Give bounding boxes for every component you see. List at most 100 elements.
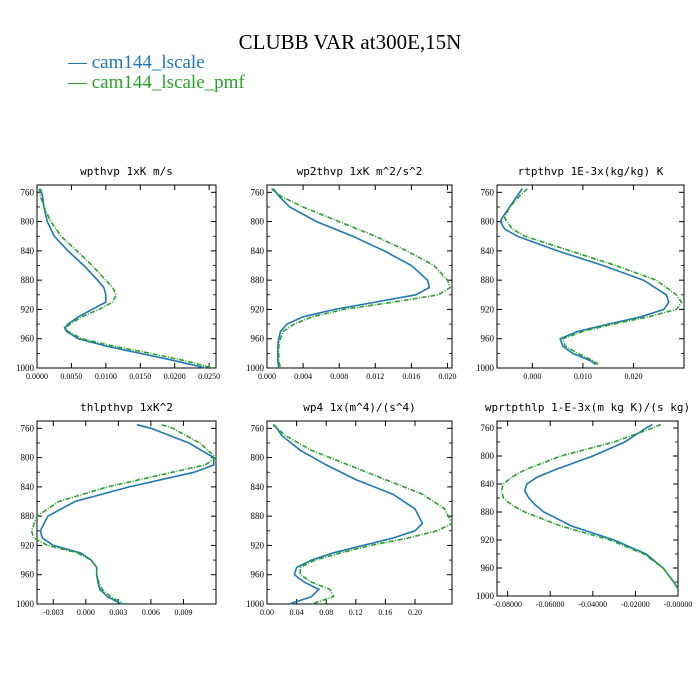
y-tick-label: 1000	[16, 599, 35, 609]
plot-frame	[36, 420, 217, 605]
series-line-1	[499, 188, 670, 365]
x-tick-label: 0.004	[294, 372, 312, 381]
chart-panel-6: wprtpthlp 1-E-3x(m kg K)/(s kg) 760 800 840…	[476, 401, 692, 609]
series-line-2	[503, 188, 683, 365]
y-tick-label: 760	[481, 187, 495, 197]
y-tick-label: 1000	[246, 363, 265, 373]
chart-panel-1: wpthvp 1xK m/s76080084088092096010000.00…	[16, 165, 220, 381]
series-line-2	[272, 424, 454, 605]
y-tick-label: 760	[481, 423, 495, 433]
x-tick-label: 0.12	[349, 608, 363, 617]
y-tick-label: 1000	[476, 591, 495, 601]
y-tick-label: 920	[251, 304, 265, 314]
y-tick-label: 800	[481, 217, 495, 227]
y-tick-label: 760	[251, 187, 265, 197]
x-tick-label: 0.0200	[164, 372, 186, 381]
y-tick-label: 880	[251, 275, 265, 285]
y-tick-label: 960	[481, 334, 495, 344]
x-tick-label: 0.009	[174, 608, 192, 617]
page-title: CLUBB VAR at300E,15N	[238, 30, 462, 54]
x-tick-label: 0.008	[330, 372, 348, 381]
x-tick-label: 0.000	[258, 372, 276, 381]
x-tick-label: 0.003	[109, 608, 127, 617]
x-tick-label: 0.006	[142, 608, 160, 617]
y-tick-label: 960	[251, 570, 265, 580]
chart-panel-4: thlpthvp 1xK^2 760 800 840 880 920 960 1000 -0.0…	[16, 401, 218, 617]
y-tick-label: 840	[481, 479, 495, 489]
y-tick-label: 1000	[476, 363, 495, 373]
y-tick-label: 840	[21, 246, 35, 256]
chart-panel-3: rtpthvp 1E-3x(kg/kg) K 760 800 840 880 920 960…	[476, 165, 685, 381]
y-tick-label: 880	[481, 507, 495, 517]
series-line-1	[523, 423, 679, 590]
chart-title: thlpthvp 1xK^2	[80, 401, 173, 414]
series-line-1	[272, 188, 431, 369]
x-tick-label: 0.04	[290, 608, 304, 617]
y-tick-label: 920	[21, 304, 35, 314]
y-tick-label: 760	[21, 423, 35, 433]
x-tick-label: 0.020	[438, 372, 456, 381]
plot-frame	[496, 420, 679, 597]
x-tick-label: 0.0050	[60, 372, 82, 381]
y-tick-label: 800	[21, 453, 35, 463]
y-tick-label: 880	[21, 511, 35, 521]
series-line-1	[273, 424, 424, 605]
y-tick-label: 880	[21, 275, 35, 285]
y-tick-label: 760	[21, 187, 35, 197]
y-tick-label: 800	[21, 217, 35, 227]
y-tick-label: 920	[251, 540, 265, 550]
y-tick-label: 800	[251, 453, 265, 463]
x-tick-label: 0.00	[260, 608, 274, 617]
y-tick-label: 800	[251, 217, 265, 227]
y-tick-label: 1000	[16, 363, 35, 373]
chart-title: wpthvp 1xK m/s	[80, 165, 173, 178]
y-tick-label: 880	[481, 275, 495, 285]
plot-frame	[266, 184, 453, 369]
legend-entry-2: — cam144_lscale_pmf	[68, 72, 245, 94]
chart-title: wp2thvp 1xK m^2/s^2	[297, 165, 423, 178]
legend-swatch-1: —	[68, 52, 92, 73]
y-tick-label: 960	[481, 563, 495, 573]
y-tick-label: 920	[481, 535, 495, 545]
y-tick-label: 800	[481, 451, 495, 461]
x-tick-label: 0.0250	[198, 372, 220, 381]
x-tick-label: -0.003	[43, 608, 64, 617]
y-tick-label: 760	[251, 423, 265, 433]
x-tick-label: -0.02000	[621, 600, 650, 609]
chart-title: wp4 1x(m^4)/(s^4)	[303, 401, 416, 414]
chart-panel-2: wp2thvp 1xK m^2/s^2 760 800 840 880 920 960 100…	[246, 165, 456, 381]
legend-swatch-2: —	[68, 72, 92, 93]
legend-entry-1: — cam144_lscale	[68, 52, 205, 74]
series-line-2	[30, 423, 218, 605]
chart-title: wprtpthlp 1-E-3x(m kg K)/(s kg)	[485, 401, 690, 414]
x-tick-label: -0.00000	[664, 600, 693, 609]
y-tick-label: 840	[251, 246, 265, 256]
legend-label-2: cam144_lscale_pmf	[91, 72, 245, 93]
y-tick-label: 840	[21, 482, 35, 492]
x-tick-label: 0.0000	[26, 372, 48, 381]
legend-label-1: cam144_lscale	[91, 52, 205, 73]
x-tick-label: -0.04000	[578, 600, 607, 609]
x-tick-label: 0.010	[574, 372, 592, 381]
plot-frame	[36, 184, 217, 369]
series-line-2	[38, 188, 213, 369]
series-line-1	[39, 188, 206, 369]
chart-panel-5: wp4 1x(m^4)/(s^4)76080084088092096010000…	[246, 401, 454, 617]
y-tick-label: 960	[21, 570, 35, 580]
x-tick-label: -0.08000	[493, 600, 522, 609]
x-tick-label: 0.0150	[129, 372, 151, 381]
series-line-2	[270, 188, 452, 369]
series-line-2	[500, 423, 679, 590]
x-tick-label: 0.020	[624, 372, 642, 381]
y-tick-label: 920	[21, 540, 35, 550]
x-tick-label: 0.000	[77, 608, 95, 617]
x-tick-label: 0.000	[523, 372, 541, 381]
series-line-1	[39, 423, 215, 605]
x-tick-label: 0.0100	[95, 372, 117, 381]
plot-frame	[266, 420, 453, 605]
x-tick-label: 0.012	[366, 372, 384, 381]
x-tick-label: 0.08	[319, 608, 333, 617]
x-tick-label: 0.16	[378, 608, 392, 617]
x-tick-label: 0.20	[408, 608, 422, 617]
